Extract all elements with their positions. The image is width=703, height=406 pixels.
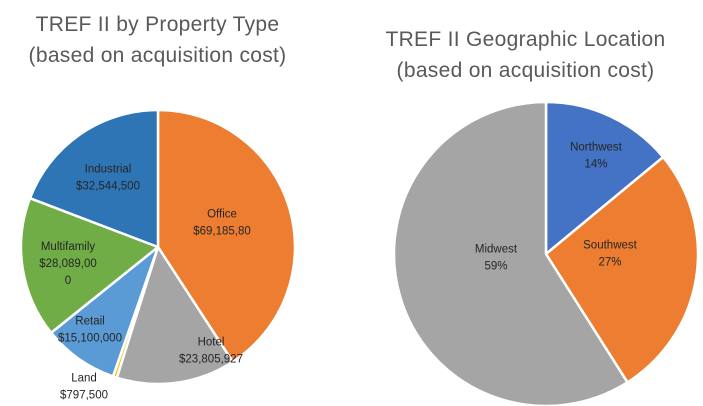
data-label-land: Land $797,500 <box>60 373 108 402</box>
chart-title-line-1: TREF II by Property Type <box>35 13 280 36</box>
geographic-location-chart: TREF II Geographic Location (based on ac… <box>348 0 703 406</box>
data-label-line: 14% <box>584 159 607 171</box>
data-label-line: $69,185,80 <box>193 226 251 238</box>
data-label-line: 27% <box>598 257 621 269</box>
data-label-industrial: Industrial $32,544,500 <box>76 164 140 193</box>
data-label-midwest: Midwest 59% <box>475 244 518 273</box>
pie-slice-multifamily <box>19 196 160 335</box>
data-label-line: Southwest <box>583 240 638 252</box>
data-label-retail: Retail $15,100,000 <box>58 316 122 345</box>
data-label-line: $28,089,00 <box>39 258 97 270</box>
pie-slice-industrial <box>28 108 160 249</box>
property-type-pie: Office $69,185,80 Hotel $23,805,927 Land $797… <box>19 108 297 402</box>
data-label-line: $797,500 <box>60 390 108 402</box>
pie-slice-southwest <box>544 155 700 384</box>
data-label-line: Multifamily <box>41 241 96 253</box>
data-label-line: Northwest <box>570 142 623 154</box>
data-label-line: Office <box>207 209 237 221</box>
data-label-line: $23,805,927 <box>179 354 243 366</box>
chart-title: TREF II by Property Type (based on acqui… <box>0 9 315 71</box>
data-label-hotel: Hotel $23,805,927 <box>179 337 243 366</box>
data-label-line: $15,100,000 <box>58 333 122 345</box>
property-type-chart: TREF II by Property Type (based on acqui… <box>0 0 315 406</box>
pie-slice-northwest <box>544 100 665 256</box>
data-label-line: 0 <box>65 275 71 287</box>
chart-title-line-1: TREF II Geographic Location <box>385 28 666 51</box>
data-label-line: Land <box>71 373 97 385</box>
data-label-line: $32,544,500 <box>76 181 140 193</box>
data-label-northwest: Northwest 14% <box>570 142 623 171</box>
data-label-line: Midwest <box>475 244 518 256</box>
data-label-southwest: Southwest 27% <box>583 240 638 269</box>
data-label-line: Hotel <box>198 337 225 349</box>
data-label-line: Retail <box>75 316 104 328</box>
data-label-multifamily: Multifamily $28,089,00 0 <box>39 241 97 287</box>
pie-slice-hotel <box>115 245 235 386</box>
data-label-line: Industrial <box>85 164 132 176</box>
data-label-office: Office $69,185,80 <box>193 209 251 238</box>
geographic-location-pie: Northwest 14% Southwest 27% Midwest 59% <box>392 100 700 406</box>
data-label-line: 59% <box>484 261 507 273</box>
chart-title-line-2: (based on acquisition cost) <box>28 44 287 67</box>
chart-title-line-2: (based on acquisition cost) <box>396 59 655 82</box>
chart-title: TREF II Geographic Location (based on ac… <box>348 24 703 86</box>
